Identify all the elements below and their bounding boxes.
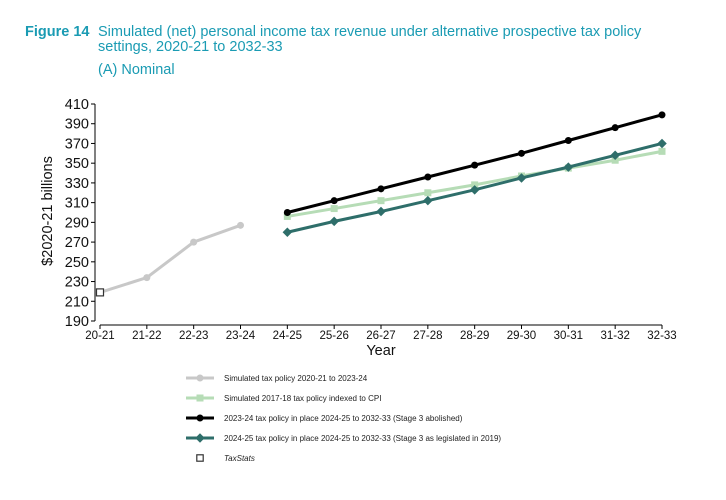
data-point (657, 138, 667, 149)
legend-label: 2023-24 tax policy in place 2024-25 to 2… (224, 414, 463, 423)
legend-marker (196, 454, 204, 462)
x-tick-label: 32-33 (647, 330, 676, 342)
series-1 (283, 147, 666, 220)
x-tick-label: 24-25 (273, 330, 302, 342)
legend-marker (195, 433, 205, 443)
y-tick-label: 250 (65, 255, 89, 271)
y-tick-label: 350 (65, 156, 89, 172)
x-tick-label: 20-21 (85, 330, 114, 342)
data-point (469, 185, 480, 195)
legend-item: Simulated tax policy 2020-21 to 2023-24 (186, 374, 368, 383)
data-point (330, 205, 338, 213)
legend-item: 2023-24 tax policy in place 2024-25 to 2… (186, 414, 463, 423)
series-line (99, 223, 242, 294)
data-point (377, 185, 385, 193)
data-point (330, 197, 338, 205)
x-tick-label: 29-30 (507, 330, 536, 342)
y-tick-label: 390 (65, 117, 89, 133)
data-point (424, 173, 432, 181)
legend-item: Simulated 2017-18 tax policy indexed to … (186, 394, 381, 403)
data-point (610, 150, 620, 161)
data-point (282, 227, 293, 237)
legend-marker (196, 414, 204, 422)
legend-item: TaxStats (196, 454, 255, 463)
figure-title: Simulated (net) personal income tax reve… (98, 24, 642, 55)
data-point (377, 197, 385, 205)
series-0 (96, 221, 244, 296)
data-point (516, 173, 527, 183)
legend-label: 2024-25 tax policy in place 2024-25 to 2… (224, 434, 501, 443)
legend-marker (196, 394, 204, 402)
x-tick-label: 30-31 (554, 330, 583, 342)
series-3 (282, 138, 667, 237)
x-tick-label: 25-26 (319, 330, 348, 342)
x-tick-label: 21-22 (132, 330, 161, 342)
x-axis-label: Year (366, 343, 395, 359)
y-tick-label: 370 (65, 136, 89, 152)
x-tick-label: 22-23 (179, 330, 208, 342)
data-point (283, 212, 291, 220)
data-point (471, 181, 479, 189)
figure-number: Figure 14 (25, 24, 90, 40)
data-point (611, 124, 619, 132)
series-2 (283, 111, 666, 216)
figure-subtitle: (A) Nominal (98, 62, 175, 78)
legend-label: Simulated tax policy 2020-21 to 2023-24 (224, 374, 368, 383)
chart-legend: Simulated tax policy 2020-21 to 2023-24 S… (186, 374, 501, 463)
data-point (518, 149, 525, 157)
legend-label: TaxStats (224, 454, 255, 463)
series-4 (95, 288, 105, 297)
legend-item: 2024-25 tax policy in place 2024-25 to 2… (186, 433, 501, 443)
data-point (237, 221, 244, 229)
data-point (190, 238, 198, 246)
y-axis-label: $2020-21 billions (40, 156, 56, 266)
data-point (611, 156, 619, 164)
data-point (564, 136, 572, 144)
y-tick-label: 190 (65, 314, 89, 330)
data-point (658, 147, 666, 155)
x-tick-label: 28-29 (460, 330, 489, 342)
y-tick-label: 310 (65, 196, 89, 212)
y-tick-label: 210 (65, 294, 89, 310)
x-tick-label: 27-28 (413, 330, 442, 342)
x-tick-label: 26-27 (366, 330, 395, 342)
y-tick-label: 270 (65, 235, 89, 251)
data-point (376, 206, 386, 217)
data-point (424, 189, 432, 197)
data-point (283, 209, 291, 216)
data-point (471, 161, 479, 169)
data-point (423, 195, 433, 206)
data-point (329, 216, 339, 227)
x-tick-label: 31-32 (600, 330, 629, 342)
data-point (563, 162, 574, 172)
y-tick-label: 410 (65, 97, 89, 113)
chart-axes: 190 210 230 250 270 290 310 330 350 370 390 410 20-2… (65, 97, 677, 342)
x-tick-label: 23-24 (226, 330, 256, 342)
legend-marker (196, 374, 204, 382)
data-point (658, 111, 666, 119)
y-tick-label: 290 (65, 215, 89, 231)
legend-label: Simulated 2017-18 tax policy indexed to … (224, 394, 381, 403)
y-tick-label: 330 (65, 176, 89, 192)
data-point (143, 274, 151, 282)
data-point (95, 288, 105, 297)
chart-series (95, 111, 667, 297)
y-tick-label: 230 (65, 275, 89, 291)
